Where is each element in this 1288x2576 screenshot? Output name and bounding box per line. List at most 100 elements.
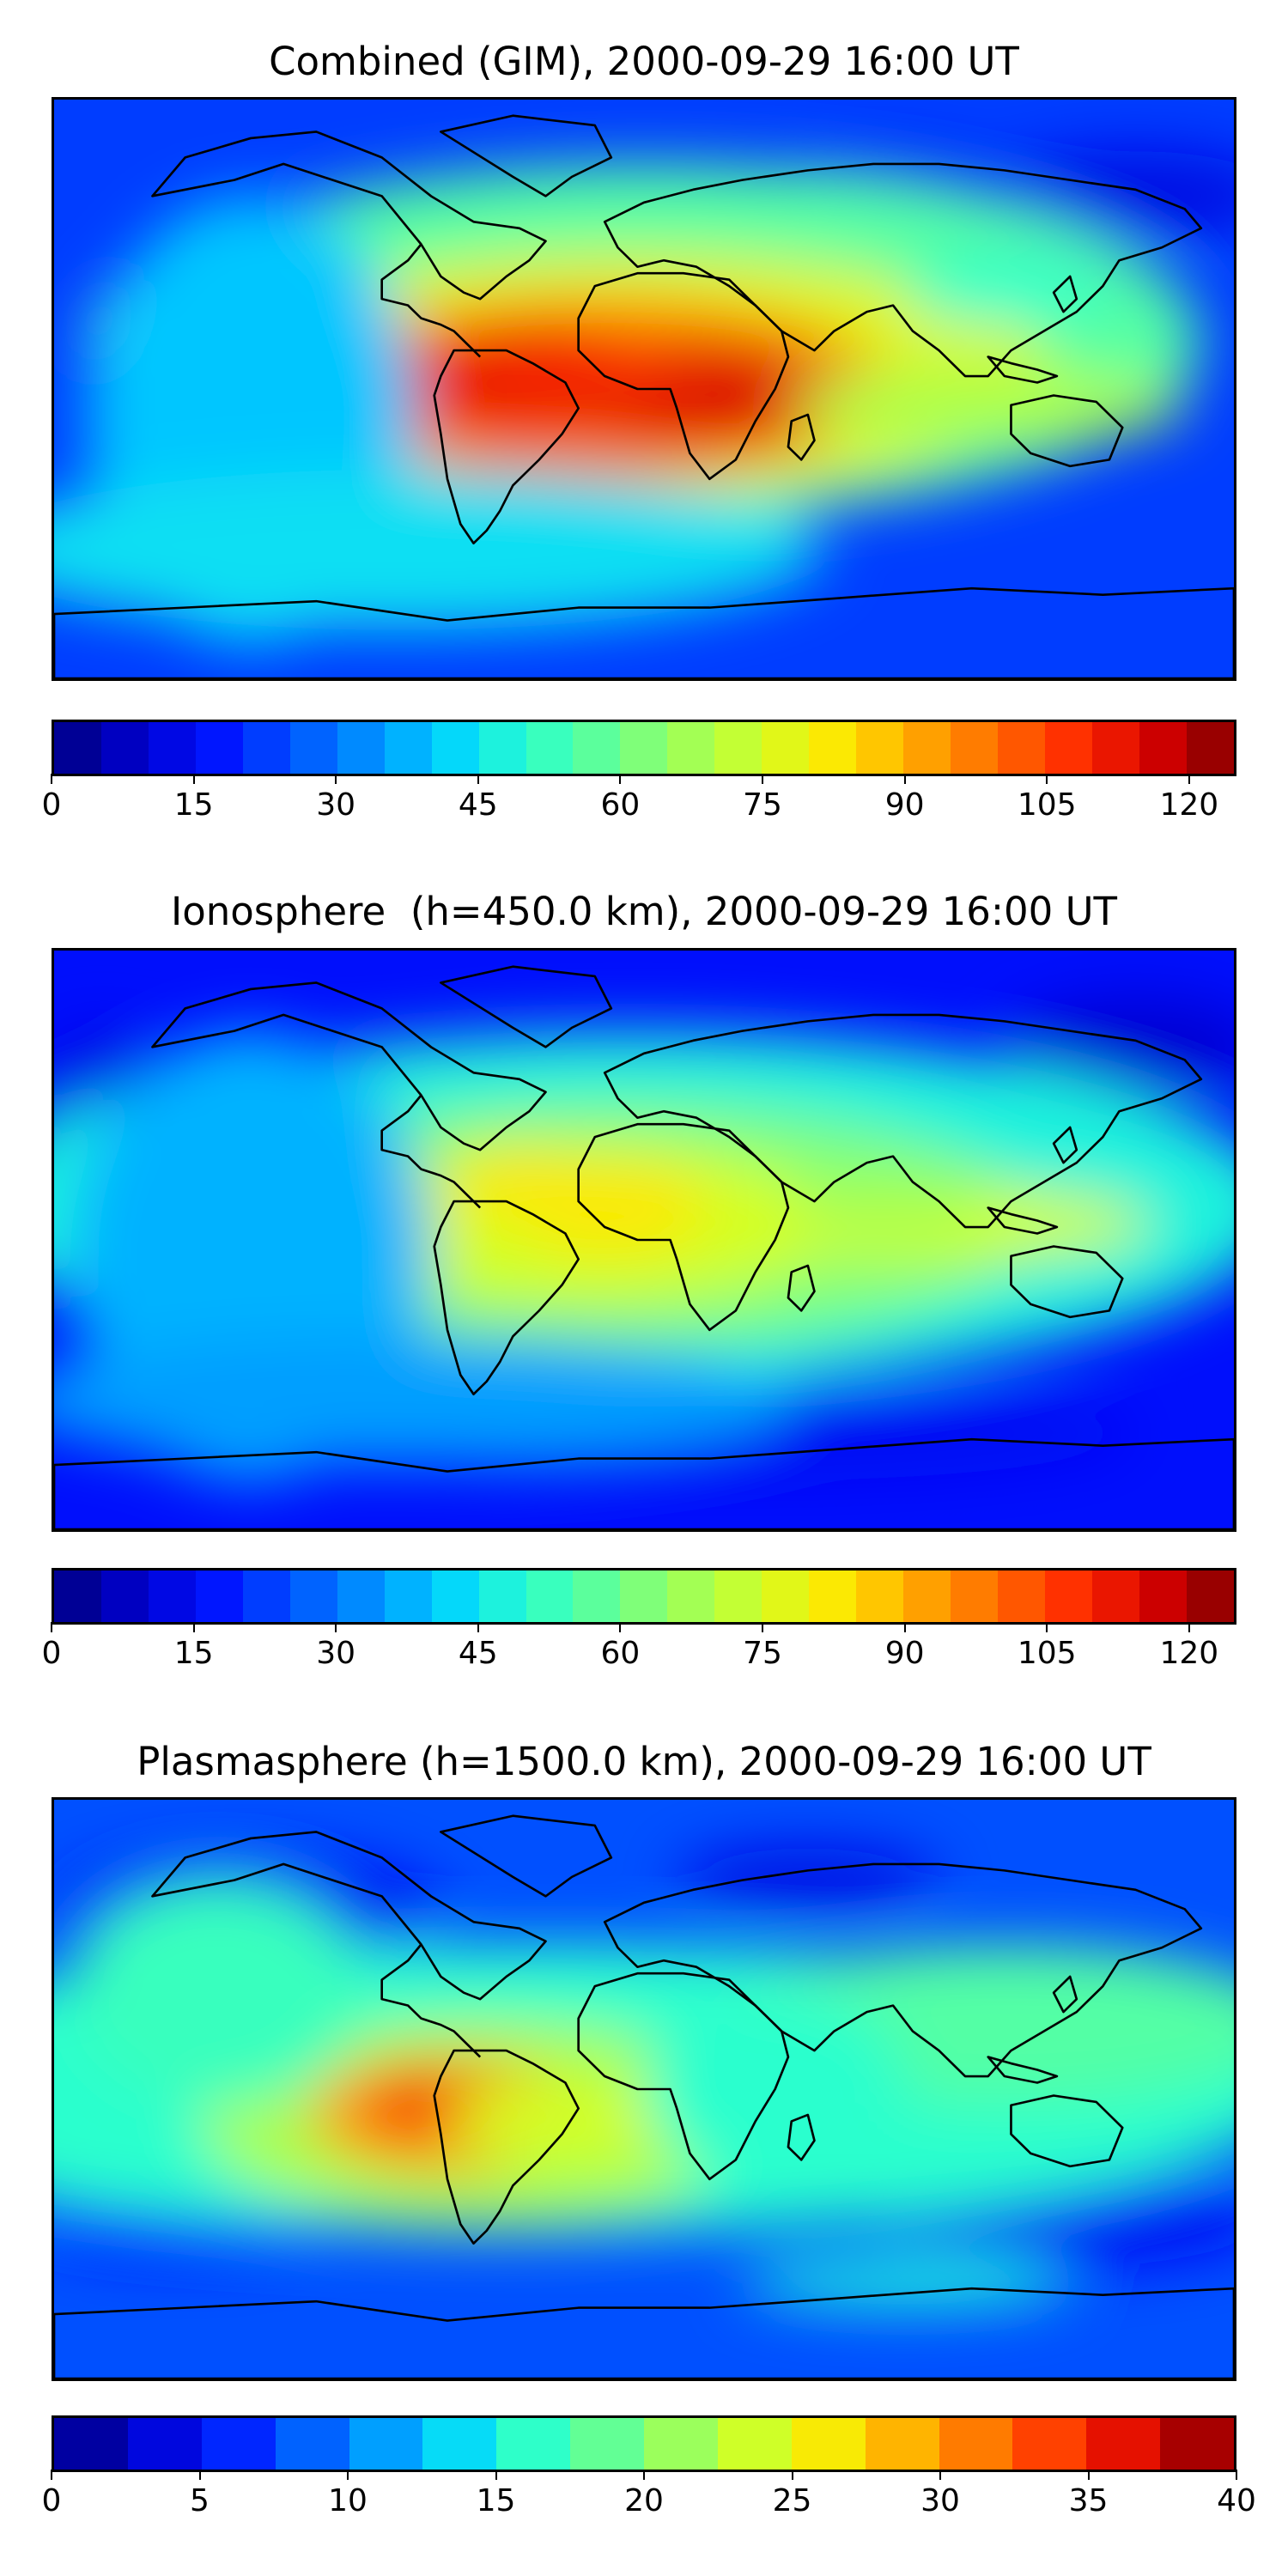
colorbar-segment bbox=[127, 2418, 202, 2470]
colorbar-segment bbox=[100, 722, 149, 774]
coastline bbox=[380, 1943, 482, 2058]
colorbar-segment bbox=[809, 1571, 857, 1622]
colorbar-tick bbox=[1236, 2470, 1237, 2480]
colorbar-tick-label: 35 bbox=[1068, 2483, 1109, 2518]
colorbar-segment bbox=[1139, 1571, 1187, 1622]
colorbar-segment bbox=[714, 1571, 762, 1622]
colorbar-segment bbox=[1091, 722, 1139, 774]
colorbar-tick bbox=[335, 1622, 337, 1632]
colorbar-tick-label: 20 bbox=[624, 2483, 664, 2518]
coastline bbox=[787, 2113, 816, 2161]
colorbar-tick-label: 30 bbox=[920, 2483, 960, 2518]
coastlines bbox=[54, 114, 1234, 678]
map-field-svg bbox=[54, 1800, 1234, 2379]
colorbar-tick-label: 120 bbox=[1159, 1636, 1219, 1671]
colorbar-segment bbox=[54, 1571, 101, 1622]
coastline bbox=[787, 1264, 816, 1312]
field-high-region bbox=[791, 1178, 988, 1237]
coastline bbox=[577, 1971, 790, 2181]
colorbar-tick bbox=[192, 1622, 195, 1632]
colorbar-segment bbox=[620, 1571, 668, 1622]
field-high-region bbox=[54, 1336, 792, 1466]
colorbar-segment bbox=[998, 722, 1046, 774]
colorbar-segment bbox=[148, 722, 196, 774]
field-high-region bbox=[70, 1880, 366, 2105]
colorbar-tick-label: 30 bbox=[316, 1636, 356, 1671]
colorbar-segment bbox=[791, 2418, 866, 2470]
coastline bbox=[1010, 394, 1124, 468]
coastline bbox=[433, 1200, 580, 1396]
colorbar-tick bbox=[51, 774, 52, 784]
colorbar-tick-label: 75 bbox=[743, 787, 782, 823]
colorbar-segment bbox=[242, 1571, 290, 1622]
colorbar-tick-label: 15 bbox=[173, 787, 214, 823]
field-high-region bbox=[791, 366, 1185, 444]
chart-title: Plasmasphere (h=1500.0 km), 2000-09-29 1… bbox=[137, 1739, 1151, 1784]
colorbar-tick bbox=[198, 2470, 201, 2480]
coastline bbox=[987, 2056, 1059, 2084]
coastline bbox=[54, 2287, 1234, 2379]
colorbar-segment bbox=[242, 722, 290, 774]
colorbar-tick-label: 45 bbox=[458, 787, 498, 823]
colorbar-tick-label: 75 bbox=[743, 1636, 782, 1671]
coastlines bbox=[54, 1814, 1234, 2379]
colorbar-segment bbox=[809, 722, 857, 774]
colorbar-tick-label: 60 bbox=[600, 787, 641, 823]
coastline bbox=[787, 413, 816, 461]
colorbar-tick-label: 0 bbox=[41, 787, 62, 823]
colorbar-segment bbox=[289, 722, 337, 774]
field-high-region bbox=[447, 2082, 677, 2160]
colorbar-tick-label: 10 bbox=[328, 2483, 368, 2518]
coastline bbox=[1052, 275, 1078, 313]
colorbar-segment bbox=[275, 2418, 349, 2470]
colorbar bbox=[52, 2415, 1236, 2472]
colorbar-segment bbox=[856, 1571, 904, 1622]
coastline bbox=[603, 162, 1203, 378]
colorbar-segment bbox=[349, 2418, 423, 2470]
colorbar-segment bbox=[951, 722, 999, 774]
colorbar-segment bbox=[422, 2418, 497, 2470]
colorbar-segment bbox=[526, 1571, 574, 1622]
coastlines bbox=[54, 965, 1234, 1529]
colorbar-segment bbox=[1012, 2418, 1087, 2470]
colorbar-segment bbox=[431, 1571, 479, 1622]
field-high-region bbox=[1037, 308, 1201, 374]
colorbar-tick bbox=[477, 774, 479, 784]
coastline bbox=[440, 1814, 613, 1898]
coastline bbox=[433, 349, 580, 545]
colorbar-segment bbox=[573, 1571, 621, 1622]
colorbar-segment bbox=[431, 722, 479, 774]
colorbar-tick bbox=[1046, 1622, 1048, 1632]
map-field-svg bbox=[54, 100, 1234, 678]
coastline bbox=[577, 271, 790, 481]
field-contours bbox=[54, 999, 1234, 1481]
field-low-region bbox=[677, 1848, 939, 1913]
coastline bbox=[577, 1122, 790, 1332]
colorbar-segment bbox=[573, 722, 621, 774]
colorbar-tick bbox=[192, 774, 195, 784]
colorbar-tick bbox=[903, 1622, 906, 1632]
field-high-region bbox=[906, 260, 1103, 325]
chart-title: Combined (GIM), 2000-09-29 16:00 UT bbox=[269, 39, 1019, 84]
colorbar-segment bbox=[667, 1571, 715, 1622]
colorbar-tick-label: 60 bbox=[600, 1636, 641, 1671]
coastline bbox=[151, 1831, 547, 2001]
coastline bbox=[54, 1437, 1234, 1529]
colorbar-segment bbox=[195, 722, 243, 774]
chart-title: Ionosphere (h=450.0 km), 2000-09-29 16:0… bbox=[170, 889, 1118, 934]
colorbar-tick bbox=[51, 2470, 52, 2480]
colorbar-tick bbox=[477, 1622, 479, 1632]
coastline bbox=[151, 131, 547, 301]
colorbar-segment bbox=[148, 1571, 196, 1622]
map-field-svg bbox=[54, 951, 1234, 1529]
colorbar-tick-label: 15 bbox=[476, 2483, 516, 2518]
colorbar-segment bbox=[939, 2418, 1013, 2470]
coastline bbox=[151, 981, 547, 1151]
coastline bbox=[380, 1094, 482, 1209]
colorbar-tick bbox=[791, 2470, 793, 2480]
coastline bbox=[380, 243, 482, 358]
colorbar-tick-label: 45 bbox=[458, 1636, 498, 1671]
colorbar-segment bbox=[998, 1571, 1046, 1622]
colorbar-segment bbox=[201, 2418, 276, 2470]
map-panel bbox=[52, 948, 1236, 1532]
